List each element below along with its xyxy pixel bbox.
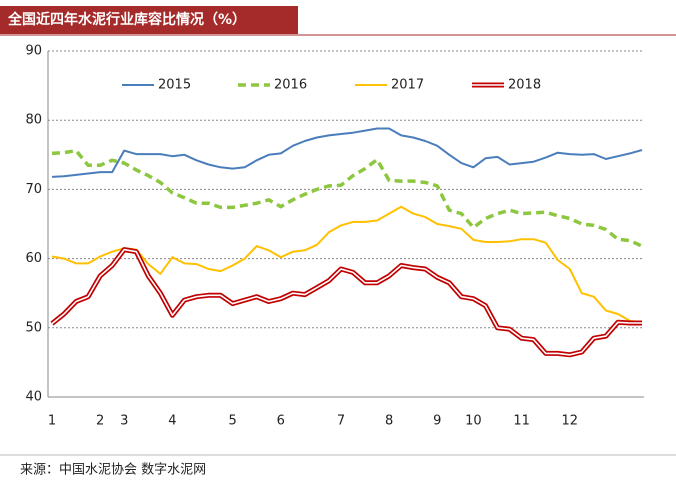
chart-title: 全国近四年水泥行业库容比情况（%） [7, 11, 246, 28]
x-tick-label: 6 [277, 414, 285, 429]
y-tick-label: 50 [25, 320, 42, 335]
legend-label: 2015 [158, 78, 191, 93]
x-tick-label: 5 [228, 414, 236, 429]
x-tick-label: 10 [465, 414, 482, 429]
series-line [51, 205, 643, 324]
legend-label: 2016 [274, 78, 307, 93]
x-tick-label: 2 [96, 414, 104, 429]
y-tick-label: 40 [25, 390, 42, 405]
title-bar [0, 6, 298, 34]
x-tick-label: 3 [120, 414, 128, 429]
y-tick-label: 70 [25, 182, 42, 197]
source-note: 来源：中国水泥协会 数字水泥网 [20, 463, 206, 478]
series-line [51, 248, 642, 356]
x-tick-label: 9 [433, 414, 441, 429]
x-tick-label: 12 [561, 414, 578, 429]
series-line [51, 127, 643, 178]
x-tick-label: 11 [513, 414, 530, 429]
legend-label: 2018 [508, 78, 541, 93]
y-tick-label: 80 [25, 113, 42, 128]
series-line [51, 148, 643, 248]
y-tick-label: 60 [25, 251, 42, 266]
x-tick-label: 1 [48, 414, 56, 429]
legend-label: 2017 [391, 78, 424, 93]
y-tick-label: 90 [25, 44, 42, 59]
x-tick-label: 7 [337, 414, 345, 429]
x-tick-label: 8 [385, 414, 393, 429]
x-tick-label: 4 [168, 414, 176, 429]
